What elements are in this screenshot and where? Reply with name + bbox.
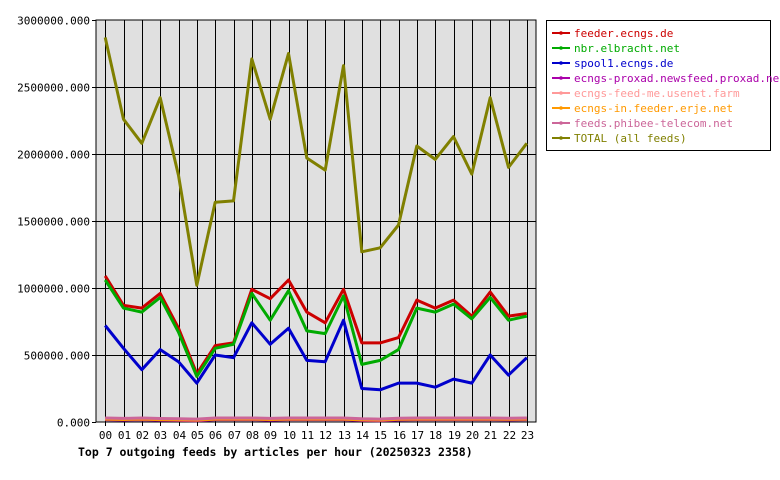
x-tick-label: 10 — [283, 429, 296, 442]
series-line — [105, 416, 527, 421]
x-tick-label: 05 — [191, 429, 204, 442]
legend-label: nbr.elbracht.net — [574, 42, 680, 55]
legend-marker — [559, 31, 563, 35]
legend-label: ecngs-proxad.newsfeed.proxad.net — [574, 72, 780, 85]
legend-marker — [559, 61, 563, 65]
legend-marker — [559, 76, 563, 80]
y-tick-label: 2500000.000 — [17, 82, 90, 95]
x-tick-label: 20 — [466, 429, 479, 442]
x-tick-label: 08 — [246, 429, 259, 442]
x-tick-label: 17 — [411, 429, 424, 442]
x-tick-label: 15 — [374, 429, 387, 442]
legend-marker — [559, 46, 563, 50]
legend-label: feeder.ecngs.de — [574, 27, 673, 40]
legend-label: ecngs-feed-me.usenet.farm — [574, 87, 740, 100]
legend-marker — [559, 121, 563, 125]
legend: feeder.ecngs.de nbr.elbracht.net spool1.ec… — [546, 20, 780, 151]
x-tick-label: 16 — [393, 429, 406, 442]
grid — [96, 20, 536, 422]
x-tick-label: 21 — [484, 429, 497, 442]
series-line — [103, 279, 528, 378]
x-tick-label: 23 — [521, 429, 534, 442]
legend-label: spool1.ecngs.de — [574, 57, 673, 70]
y-tick-label: 2000000.000 — [17, 149, 90, 162]
x-tick-label: 07 — [228, 429, 241, 442]
x-tick-label: 03 — [154, 429, 167, 442]
series-line — [103, 37, 528, 287]
x-tick-label: 01 — [118, 429, 131, 442]
x-tick-label: 11 — [301, 429, 314, 442]
y-tick-label: 0.000 — [57, 417, 90, 430]
x-tick-label: 14 — [356, 429, 370, 442]
y-tick-label: 500000.000 — [24, 350, 90, 363]
legend-marker — [559, 106, 563, 110]
x-tick-label: 04 — [173, 429, 187, 442]
y-tick-label: 3000000.000 — [17, 15, 90, 28]
y-tick-label: 1000000.000 — [17, 283, 90, 296]
x-tick-label: 09 — [264, 429, 277, 442]
legend-label: TOTAL (all feeds) — [574, 132, 687, 145]
x-tick-label: 12 — [319, 429, 332, 442]
x-tick-label: 18 — [429, 429, 442, 442]
x-tick-label: 22 — [503, 429, 516, 442]
chart-title: Top 7 outgoing feeds by articles per hou… — [78, 445, 473, 459]
series-line — [103, 275, 528, 376]
x-tick-label: 13 — [338, 429, 351, 442]
axes: 0.000500000.0001000000.0001500000.000200… — [17, 15, 534, 443]
legend-box — [546, 20, 771, 151]
legend-marker — [559, 91, 563, 95]
legend-label: feeds.phibee-telecom.net — [574, 117, 733, 130]
series-lines — [103, 37, 528, 423]
series-line — [104, 318, 528, 392]
y-tick-label: 1500000.000 — [17, 216, 90, 229]
x-tick-label: 02 — [136, 429, 149, 442]
x-tick-label: 00 — [99, 429, 112, 442]
legend-marker — [559, 136, 563, 140]
legend-label: ecngs-in.feeder.erje.net — [574, 102, 733, 115]
x-tick-label: 06 — [209, 429, 222, 442]
x-tick-label: 19 — [448, 429, 461, 442]
